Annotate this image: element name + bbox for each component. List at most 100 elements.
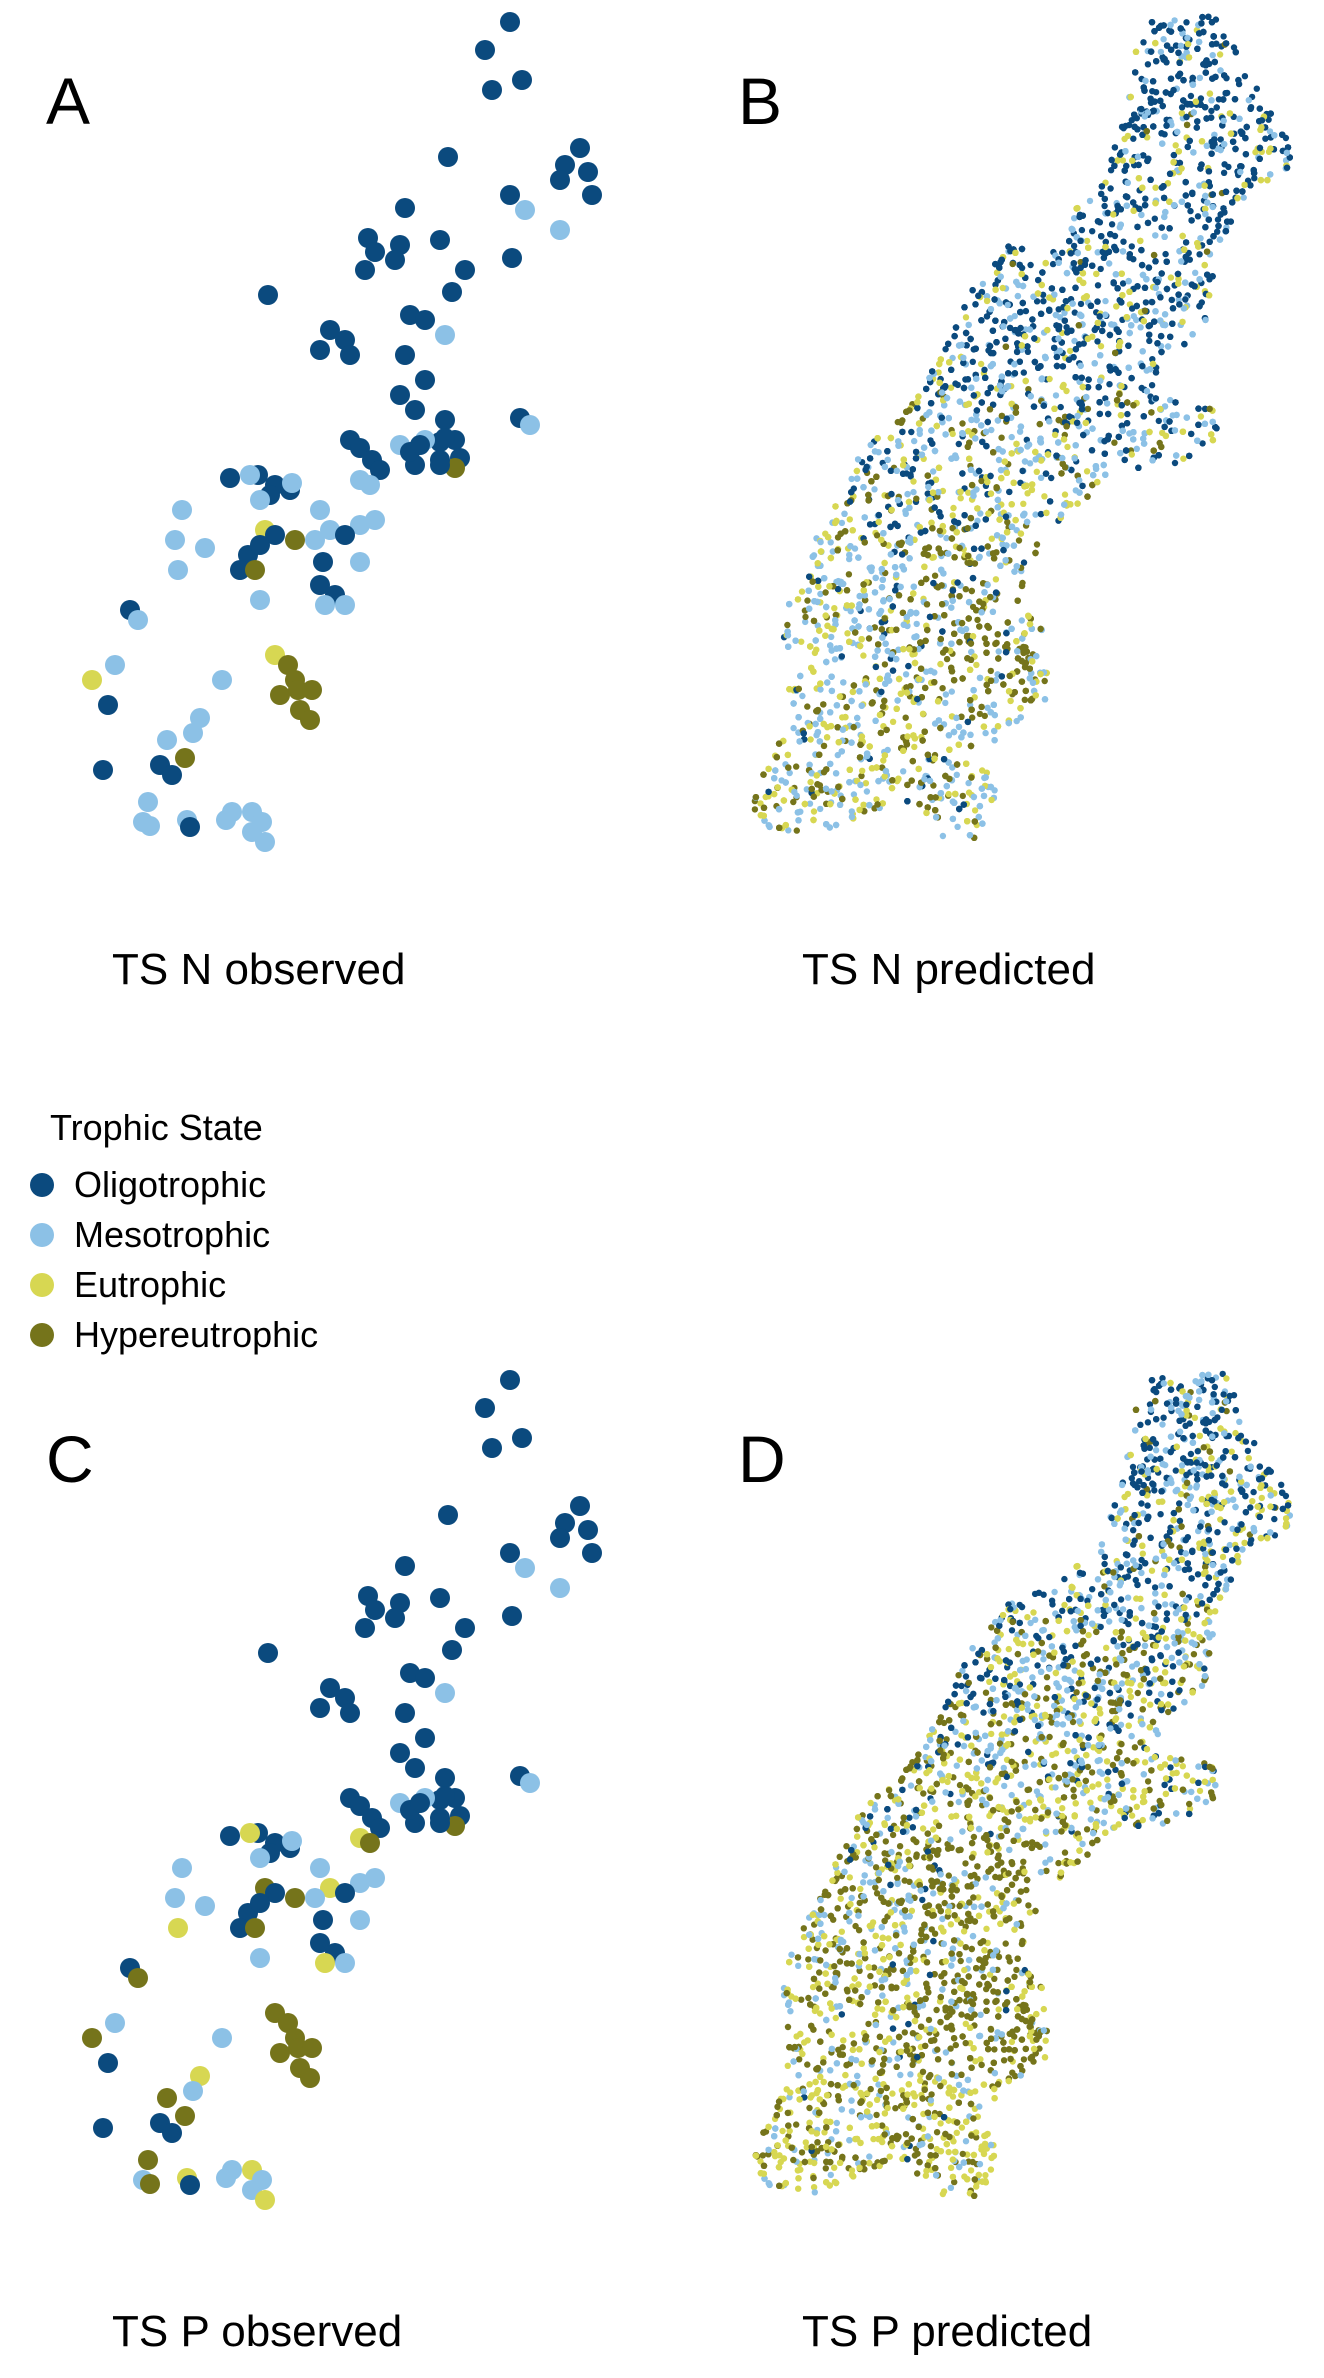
predicted-lake-point-hypereutrophic <box>793 827 800 834</box>
predicted-lake-point-hypereutrophic <box>874 801 881 808</box>
predicted-lake-point-eutrophic <box>1029 658 1036 665</box>
predicted-lake-point-oligotrophic <box>930 579 937 587</box>
predicted-lake-point-eutrophic <box>1085 244 1092 251</box>
predicted-lake-point-hypereutrophic <box>837 530 844 537</box>
predicted-lake-point-mesotrophic <box>891 564 899 571</box>
predicted-lake-point-oligotrophic <box>1221 72 1228 79</box>
predicted-lake-point-mesotrophic <box>1133 445 1141 452</box>
site-point-oligotrophic <box>415 310 435 330</box>
predicted-lake-point-eutrophic <box>1110 211 1117 218</box>
predicted-lake-point-hypereutrophic <box>978 477 985 485</box>
predicted-lake-point-oligotrophic <box>1242 134 1249 142</box>
predicted-lake-point-mesotrophic <box>923 411 930 419</box>
predicted-lake-point-mesotrophic <box>847 608 854 615</box>
predicted-lake-point-mesotrophic <box>967 731 974 738</box>
predicted-lake-point-oligotrophic <box>1072 374 1079 381</box>
predicted-lake-point-mesotrophic <box>1137 324 1144 331</box>
predicted-lake-point-mesotrophic <box>1071 337 1078 345</box>
predicted-lake-point-mesotrophic <box>990 701 997 708</box>
predicted-lake-point-mesotrophic <box>915 645 922 653</box>
predicted-lake-point-hypereutrophic <box>974 616 981 624</box>
predicted-lake-point-eutrophic <box>1179 428 1187 435</box>
predicted-lake-point-oligotrophic <box>1085 376 1092 383</box>
predicted-lake-point-hypereutrophic <box>865 497 872 504</box>
predicted-lake-point-mesotrophic <box>943 534 950 542</box>
predicted-lake-point-oligotrophic <box>1020 559 1028 566</box>
predicted-lake-point-mesotrophic <box>854 714 861 722</box>
site-point-mesotrophic <box>515 200 535 220</box>
predicted-lake-point-hypereutrophic <box>1084 405 1092 413</box>
predicted-lake-point-eutrophic <box>771 790 778 798</box>
predicted-lake-point-eutrophic <box>950 504 957 512</box>
predicted-lake-point-oligotrophic <box>1229 138 1237 145</box>
predicted-lake-point-mesotrophic <box>1189 331 1196 338</box>
predicted-lake-point-eutrophic <box>933 422 940 430</box>
predicted-lake-point-oligotrophic <box>1194 45 1201 52</box>
predicted-lake-point-mesotrophic <box>871 448 879 455</box>
predicted-lake-point-hypereutrophic <box>983 640 990 647</box>
predicted-lake-point-eutrophic <box>1018 342 1025 349</box>
predicted-lake-point-oligotrophic <box>1205 13 1212 20</box>
predicted-lake-point-mesotrophic <box>1170 202 1178 209</box>
predicted-lake-point-oligotrophic <box>1135 161 1142 169</box>
predicted-lake-point-eutrophic <box>757 812 765 819</box>
predicted-lake-point-hypereutrophic <box>873 473 880 480</box>
predicted-lake-point-mesotrophic <box>965 779 972 787</box>
predicted-lake-point-hypereutrophic <box>1058 470 1065 477</box>
predicted-lake-point-mesotrophic <box>945 414 952 422</box>
predicted-lake-point-mesotrophic <box>841 510 848 517</box>
predicted-lake-point-eutrophic <box>935 369 942 376</box>
predicted-lake-point-hypereutrophic <box>924 751 932 758</box>
predicted-lake-point-oligotrophic <box>1214 228 1221 235</box>
predicted-lake-point-oligotrophic <box>1159 102 1166 110</box>
predicted-lake-point-eutrophic <box>1139 184 1146 191</box>
predicted-lake-point-mesotrophic <box>906 555 913 562</box>
predicted-lake-point-hypereutrophic <box>959 792 966 800</box>
predicted-lake-point-oligotrophic <box>929 368 936 375</box>
predicted-lake-point-oligotrophic <box>1206 238 1213 245</box>
predicted-lake-point-mesotrophic <box>955 723 963 731</box>
predicted-lake-point-eutrophic <box>937 356 944 363</box>
predicted-lake-point-oligotrophic <box>1265 116 1272 123</box>
predicted-lake-point-oligotrophic <box>1078 374 1085 381</box>
predicted-lake-point-mesotrophic <box>1216 236 1224 243</box>
predicted-lake-point-hypereutrophic <box>1158 443 1165 451</box>
predicted-lake-point-eutrophic <box>1008 501 1015 508</box>
predicted-lake-point-eutrophic <box>832 503 839 510</box>
predicted-lake-point-mesotrophic <box>1097 377 1104 384</box>
predicted-lake-point-eutrophic <box>811 649 819 657</box>
predicted-lake-point-eutrophic <box>1038 457 1045 464</box>
predicted-lake-point-eutrophic <box>992 576 1000 583</box>
predicted-lake-point-hypereutrophic <box>1002 343 1010 350</box>
predicted-lake-point-oligotrophic <box>908 428 915 436</box>
predicted-lake-point-eutrophic <box>895 675 903 683</box>
predicted-lake-point-eutrophic <box>1209 436 1217 444</box>
predicted-lake-point-oligotrophic <box>1151 215 1159 222</box>
predicted-lake-point-mesotrophic <box>1055 259 1062 266</box>
predicted-lake-point-eutrophic <box>928 519 935 526</box>
predicted-lake-point-hypereutrophic <box>881 615 888 622</box>
predicted-lake-point-mesotrophic <box>1038 376 1045 383</box>
predicted-lake-point-hypereutrophic <box>1022 687 1029 695</box>
predicted-lake-point-mesotrophic <box>935 717 943 724</box>
predicted-lake-point-oligotrophic <box>863 463 870 471</box>
predicted-lake-point-oligotrophic <box>1030 403 1038 410</box>
predicted-lake-point-mesotrophic <box>863 788 871 795</box>
predicted-lake-point-eutrophic <box>1012 516 1019 524</box>
predicted-lake-point-mesotrophic <box>907 535 914 542</box>
predicted-lake-point-eutrophic <box>1216 51 1224 58</box>
predicted-lake-point-eutrophic <box>1113 303 1120 310</box>
predicted-lake-point-mesotrophic <box>1021 458 1029 465</box>
predicted-lake-point-oligotrophic <box>1017 324 1024 332</box>
predicted-lake-point-mesotrophic <box>952 454 960 462</box>
predicted-lake-point-oligotrophic <box>1183 19 1190 26</box>
predicted-lake-point-mesotrophic <box>989 608 997 615</box>
predicted-lake-point-mesotrophic <box>1016 428 1024 435</box>
predicted-lake-point-eutrophic <box>878 536 885 544</box>
predicted-lake-point-oligotrophic <box>1142 195 1149 202</box>
predicted-lake-point-hypereutrophic <box>820 701 827 708</box>
predicted-lake-point-hypereutrophic <box>902 714 909 721</box>
predicted-lake-point-eutrophic <box>1007 697 1014 705</box>
predicted-lake-point-hypereutrophic <box>956 638 963 646</box>
predicted-lake-point-oligotrophic <box>1247 182 1254 189</box>
